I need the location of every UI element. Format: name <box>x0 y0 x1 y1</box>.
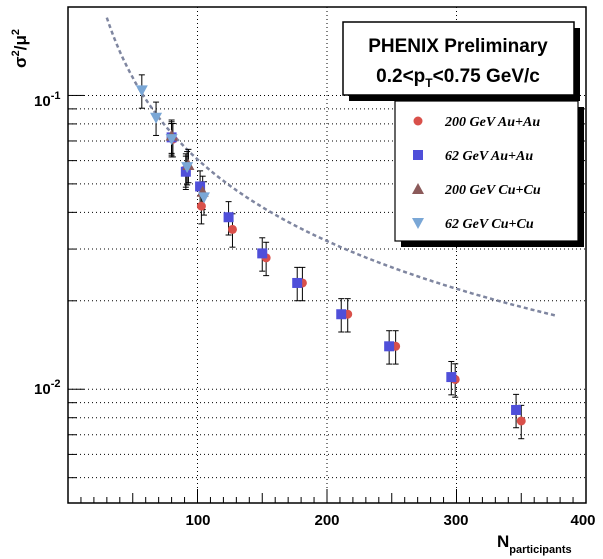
legend-marker-triangle-down <box>412 218 424 229</box>
legend-label-200-auau: 200 GeV Au+Au <box>444 115 540 130</box>
legend-marker-circle <box>413 116 423 126</box>
x-axis-title: Nparticipants <box>497 532 572 556</box>
data-point-square <box>195 181 206 192</box>
x-tick-label-400: 400 <box>570 512 595 529</box>
x-tick-label-300: 300 <box>443 512 468 529</box>
data-point-triangle-down <box>181 162 194 174</box>
data-point-circle <box>196 201 206 211</box>
grid <box>68 6 586 503</box>
data-point-circle <box>516 416 526 426</box>
legend-marker-square <box>413 150 423 160</box>
data-point-triangle-down <box>135 85 148 97</box>
legend-marker-triangle-up <box>412 183 424 194</box>
x-tick-labels: 100 200 300 400 <box>185 512 595 529</box>
fit-curve-line <box>105 17 558 318</box>
x-tick-label-200: 200 <box>314 512 339 529</box>
data-markers <box>135 74 526 440</box>
chart-title: PHENIX Preliminary <box>368 36 548 57</box>
data-point-square <box>336 309 347 320</box>
data-point-square <box>511 404 522 415</box>
data-point-square <box>384 341 395 352</box>
legend-label-200-cucu: 200 GeV Cu+Cu <box>444 183 541 198</box>
x-tick-label-100: 100 <box>185 512 210 529</box>
legend-label-62-cucu: 62 GeV Cu+Cu <box>445 217 534 232</box>
legend: 200 GeV Au+Au 62 GeV Au+Au 200 GeV Cu+Cu… <box>394 100 584 247</box>
y-tick-label-0.1: 10-1 <box>34 90 60 110</box>
data-point-square <box>223 212 234 223</box>
legend-markers <box>412 116 424 229</box>
y-axis-title: σ2/μ2 <box>10 29 30 68</box>
data-point-square <box>446 372 457 383</box>
chart-title-box: PHENIX Preliminary 0.2<pT<0.75 GeV/c <box>342 21 580 101</box>
fit-curve <box>105 17 558 318</box>
chart-subtitle: 0.2<pT<0.75 GeV/c <box>376 66 540 90</box>
data-point-square <box>292 277 303 288</box>
y-tick-labels: 10-1 10-2 <box>34 90 60 398</box>
data-point-triangle-down <box>165 134 178 146</box>
data-point-square <box>180 166 191 177</box>
axis-ticks <box>68 6 574 503</box>
legend-label-62-auau: 62 GeV Au+Au <box>445 149 533 164</box>
data-point-circle <box>227 224 237 234</box>
data-point-triangle-down <box>150 112 163 124</box>
data-point-square <box>257 248 268 259</box>
data-point-triangle-down <box>197 192 210 204</box>
y-tick-label-0.01: 10-2 <box>34 378 60 398</box>
